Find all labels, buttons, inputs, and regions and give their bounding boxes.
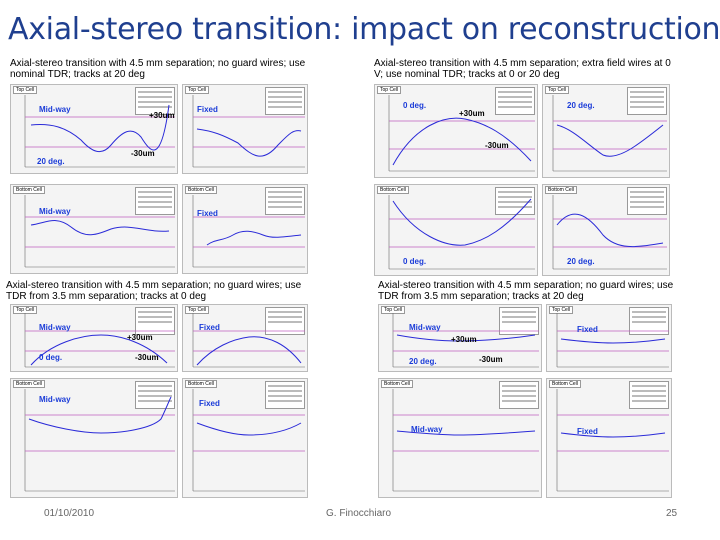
stats-box [265, 381, 305, 409]
annotation-angle: 0 deg. [39, 353, 63, 362]
panel-label: Fixed [199, 399, 220, 408]
stats-box [265, 187, 305, 215]
histogram-plot [24, 313, 175, 368]
stats-box [627, 187, 667, 215]
panel-label: Mid-way [39, 323, 71, 332]
histogram-plot [192, 195, 305, 268]
histogram-plot [192, 95, 305, 168]
annotation-plus: +30um [149, 111, 175, 120]
annotation-angle: 20 deg. [567, 257, 595, 266]
panel-title: Bottom Cell [381, 380, 413, 388]
histogram-plot [192, 389, 305, 492]
annotation-angle: 20 deg. [37, 157, 65, 166]
footer-author: G. Finocchiaro [326, 508, 392, 519]
slide-title: Axial-stereo transition: impact on recon… [8, 12, 720, 47]
stats-box [629, 381, 669, 409]
histogram-plot [24, 389, 175, 492]
annotation-plus: +30um [459, 109, 485, 118]
histogram-panel: Top Cell Fixed [546, 304, 672, 372]
stats-box [499, 381, 539, 409]
annotation-plus: +30um [127, 333, 153, 342]
stats-box [499, 307, 539, 335]
panel-label: Mid-way [409, 323, 441, 332]
quadrant-caption: Axial-stereo transition with 4.5 mm sepa… [10, 58, 306, 80]
histogram-plot [392, 313, 539, 368]
histogram-plot [552, 95, 667, 172]
histogram-panel: Top Cell 20 deg. [542, 84, 670, 178]
annotation-angle: 20 deg. [409, 357, 437, 366]
histogram-panel: Top Cell Mid-way +30um -30um 20 deg. [10, 84, 178, 174]
histogram-panel: Bottom Cell Fixed [182, 378, 308, 498]
quadrant-caption: Axial-stereo transition with 4.5 mm sepa… [374, 58, 671, 80]
histogram-plot [556, 313, 669, 368]
histogram-plot [392, 389, 539, 492]
annotation-minus: -30um [135, 353, 159, 362]
histogram-panel: Bottom Cell Mid-way [378, 378, 542, 498]
panel-label: Fixed [197, 105, 218, 114]
quadrant-caption: Axial-stereo transition with 4.5 mm sepa… [6, 280, 302, 302]
annotation-plus: +30um [451, 335, 477, 344]
annotation-minus: -30um [485, 141, 509, 150]
panel-title: Bottom Cell [13, 380, 45, 388]
panel-title: Bottom Cell [185, 186, 217, 194]
panel-title: Bottom Cell [13, 186, 45, 194]
panel-label: 20 deg. [567, 101, 595, 110]
histogram-plot [552, 195, 667, 270]
stats-box [265, 87, 305, 115]
page-number: 25 [666, 508, 678, 519]
panel-label: Fixed [577, 427, 598, 436]
histogram-panel: Bottom Cell Fixed [182, 184, 308, 274]
panel-label: Mid-way [411, 425, 443, 434]
stats-box [135, 187, 175, 215]
histogram-panel: Top Cell Mid-way +30um -30um 20 deg. [378, 304, 542, 372]
histogram-plot [24, 195, 175, 268]
panel-label: 0 deg. [403, 101, 427, 110]
histogram-panel: Bottom Cell 20 deg. [542, 184, 670, 276]
footer-date: 01/10/2010 [44, 508, 95, 519]
stats-box [135, 381, 175, 409]
panel-title: Bottom Cell [549, 380, 581, 388]
histogram-panel: Top Cell 0 deg. +30um -30um [374, 84, 538, 178]
histogram-plot [192, 313, 305, 368]
panel-title: Top Cell [185, 306, 210, 314]
stats-box [629, 307, 669, 335]
histogram-panel: Top Cell Fixed [182, 84, 308, 174]
panel-title: Top Cell [185, 86, 210, 94]
panel-label: Mid-way [39, 207, 71, 216]
panel-title: Top Cell [377, 86, 402, 94]
histogram-panel: Bottom Cell 0 deg. [374, 184, 538, 276]
histogram-plot [388, 95, 535, 172]
annotation-angle: 0 deg. [403, 257, 427, 266]
histogram-panel: Top Cell Fixed [182, 304, 308, 372]
histogram-panel: Bottom Cell Mid-way [10, 184, 178, 274]
panel-title: Bottom Cell [185, 380, 217, 388]
histogram-panel: Bottom Cell Mid-way [10, 378, 178, 498]
stats-box [627, 87, 667, 115]
panel-title: Top Cell [549, 306, 574, 314]
stats-box [135, 307, 175, 335]
stats-box [265, 307, 305, 335]
histogram-plot [556, 389, 669, 492]
panel-label: Fixed [577, 325, 598, 334]
histogram-plot [24, 95, 175, 168]
panel-title: Bottom Cell [377, 186, 409, 194]
stats-box [495, 87, 535, 115]
panel-label: Fixed [197, 209, 218, 218]
panel-title: Bottom Cell [545, 186, 577, 194]
histogram-plot [388, 195, 535, 270]
histogram-panel: Bottom Cell Fixed [546, 378, 672, 498]
panel-title: Top Cell [13, 86, 38, 94]
panel-label: Fixed [199, 323, 220, 332]
annotation-minus: -30um [479, 355, 503, 364]
panel-label: Mid-way [39, 105, 71, 114]
panel-label: Mid-way [39, 395, 71, 404]
quadrant-caption: Axial-stereo transition with 4.5 mm sepa… [378, 280, 674, 302]
histogram-panel: Top Cell Mid-way +30um -30um 0 deg. [10, 304, 178, 372]
annotation-minus: -30um [131, 149, 155, 158]
stats-box [495, 187, 535, 215]
panel-title: Top Cell [545, 86, 570, 94]
